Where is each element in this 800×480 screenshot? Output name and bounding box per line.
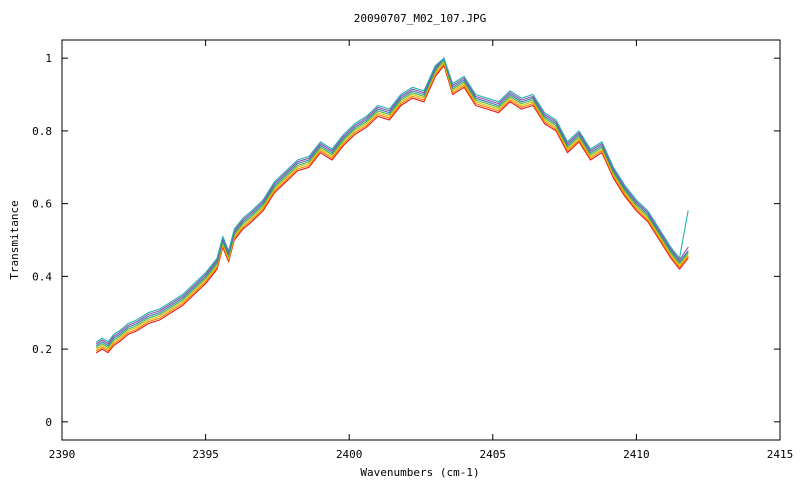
x-tick-label: 2415 bbox=[767, 448, 794, 461]
x-tick-label: 2410 bbox=[623, 448, 650, 461]
y-tick-label: 0.6 bbox=[32, 198, 52, 211]
axis-ticks: 2390 2395 2400 2405 2410 2415 0 0.2 0.4 0.6 0.8 1 bbox=[32, 40, 793, 461]
y-tick-label: 0.2 bbox=[32, 343, 52, 356]
series-line-6 bbox=[95, 57, 689, 345]
y-tick-label: 1 bbox=[45, 52, 52, 65]
series-line-1 bbox=[95, 64, 689, 354]
series-line-5 bbox=[95, 57, 689, 347]
series-lines bbox=[95, 57, 689, 354]
x-axis-label: Wavenumbers (cm-1) bbox=[360, 466, 479, 479]
series-line-4 bbox=[95, 59, 689, 348]
x-tick-label: 2405 bbox=[480, 448, 507, 461]
y-axis-label: Transmitance bbox=[8, 200, 21, 279]
series-line-7 bbox=[95, 57, 689, 343]
x-tick-label: 2390 bbox=[49, 448, 76, 461]
y-tick-label: 0 bbox=[45, 416, 52, 429]
series-line-3 bbox=[95, 61, 689, 350]
y-tick-label: 0.8 bbox=[32, 125, 52, 138]
y-tick-label: 0.4 bbox=[32, 270, 52, 283]
x-tick-label: 2395 bbox=[192, 448, 219, 461]
chart-title: 20090707_M02_107.JPG bbox=[354, 12, 486, 25]
series-line-2 bbox=[95, 63, 689, 352]
x-tick-label: 2400 bbox=[336, 448, 363, 461]
plot-frame bbox=[61, 39, 781, 441]
